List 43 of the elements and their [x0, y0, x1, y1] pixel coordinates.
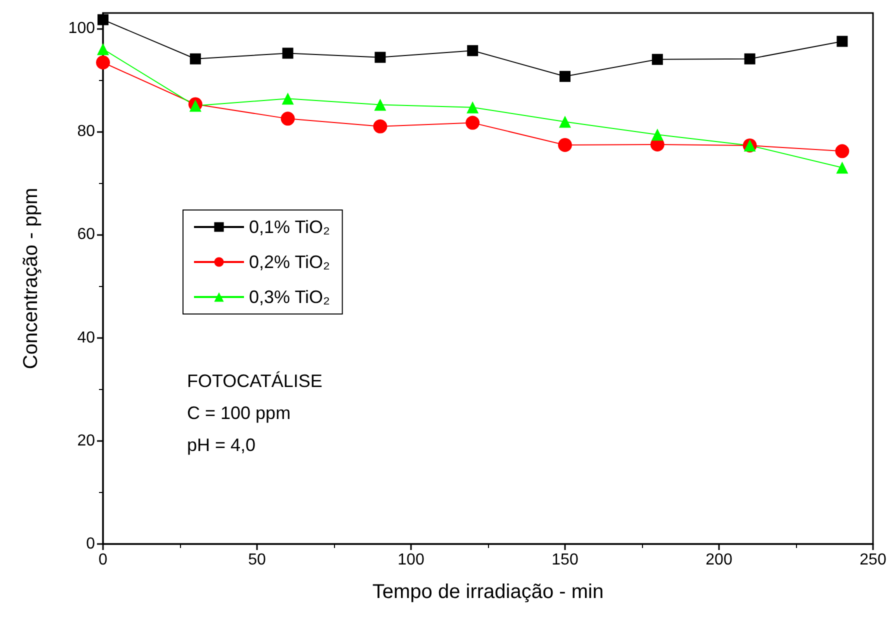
y-tick-label: 80 [77, 123, 96, 140]
y-tick-label: 40 [77, 329, 96, 346]
point [466, 116, 480, 130]
point [282, 92, 294, 105]
legend-label: 0,1% TiO₂ [249, 217, 330, 237]
x-tick-label: 150 [552, 552, 578, 568]
x-tick-label: 0 [98, 552, 108, 568]
point [651, 128, 664, 141]
point [97, 43, 109, 56]
y-axis-title: Concentração - ppm [20, 188, 42, 370]
y-tick-label: 0 [86, 536, 96, 552]
legend-label: 0,2% TiO₂ [249, 252, 330, 272]
point [835, 144, 850, 158]
point [836, 36, 848, 47]
point [280, 112, 295, 126]
x-tick-label: 100 [398, 552, 424, 568]
x-axis-title: Tempo de irradiação - min [372, 581, 604, 603]
point [189, 100, 202, 112]
x-tick-label: 250 [860, 552, 886, 568]
annotation: C = 100 ppm [187, 403, 291, 423]
point [373, 119, 388, 134]
point [374, 98, 386, 111]
annotation: FOTOCATÁLISE [187, 371, 322, 391]
point [98, 14, 108, 26]
point [836, 162, 848, 174]
point [96, 55, 110, 70]
point [467, 45, 478, 56]
point [190, 53, 201, 64]
annotation: pH = 4,0 [187, 435, 256, 455]
point [374, 52, 386, 63]
y-tick-label: 60 [77, 226, 96, 244]
point [560, 70, 570, 82]
point [744, 53, 756, 64]
x-tick-label: 50 [248, 552, 266, 568]
point [466, 101, 479, 114]
point [558, 138, 572, 152]
point [282, 48, 294, 59]
point [652, 54, 663, 65]
x-tick-label: 200 [706, 552, 732, 568]
y-tick-label: 100 [68, 20, 96, 37]
y-tick-label: 20 [77, 432, 96, 450]
point [559, 116, 571, 128]
legend-label: 0,3% TiO₂ [249, 287, 330, 307]
